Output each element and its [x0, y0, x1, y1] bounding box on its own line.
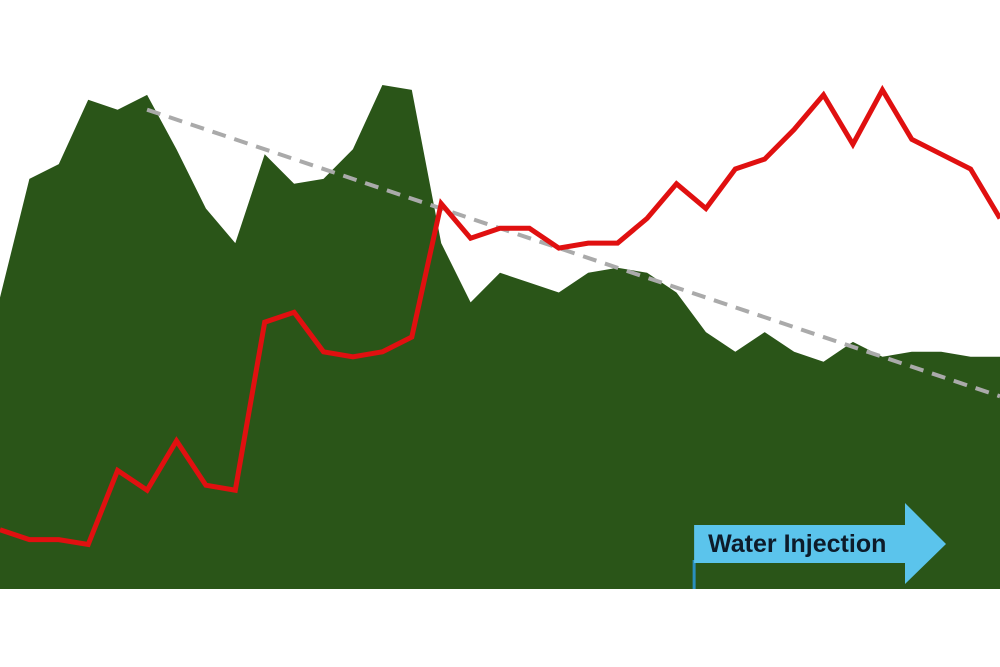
right-arrow-icon	[694, 503, 946, 584]
annotation-layer: Water Injection	[692, 503, 946, 589]
line-layer	[0, 84, 1000, 548]
area-layer	[0, 85, 1000, 589]
production-area	[0, 85, 1000, 589]
decline-trend-line	[146, 107, 1000, 399]
water-injection-label: Water Injection	[708, 530, 886, 558]
trend-layer	[146, 107, 1000, 399]
red-series-line	[0, 84, 1000, 548]
